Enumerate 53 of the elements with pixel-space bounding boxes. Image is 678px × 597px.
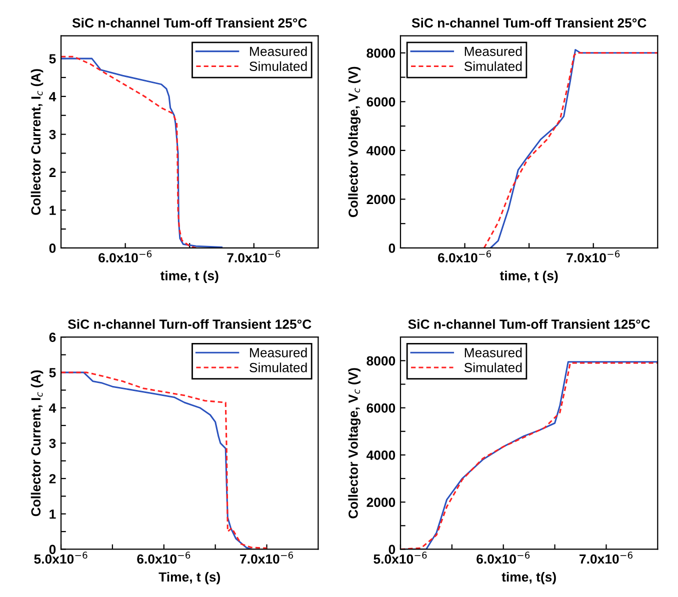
legend-label: Simulated [250, 362, 307, 372]
x-tick-label: 7.0x10$^{−6}$ [580, 552, 632, 564]
x-tick-label: 6.0x10$^{−6}$ [137, 552, 190, 564]
y-tick-label: 3 [49, 130, 56, 140]
x-axis-title: time, t (s) [160, 270, 218, 283]
x-tick-label: 6.0x10$^{−6}$ [476, 552, 530, 564]
legend-label: Simulated [464, 61, 522, 72]
y-tick-label: 4 [49, 404, 56, 413]
y-tick-label: 2 [49, 168, 56, 177]
y-tick-label: 6 [49, 332, 56, 342]
x-tick-label: 6.0x10$^{−6}$ [438, 250, 492, 262]
y-tick-label: 0 [49, 544, 56, 554]
y-axis-title: Collector Voltage, V$_{c}$ (V) [348, 368, 361, 518]
y-tick-label: 2 [49, 474, 56, 484]
legend-label: Measured [250, 46, 307, 56]
x-axis-title: Time, t (s) [158, 572, 220, 584]
y-tick-label: 6000 [366, 403, 396, 413]
x-tick-label: 7.0x10$^{−6}$ [566, 250, 620, 262]
x-tick-label: 7.0x10$^{−6}$ [240, 552, 294, 564]
x-tick-label: 7.0x10$^{−6}$ [227, 250, 280, 262]
y-axis-title: Collector Current, I$_{c}$ (A) [30, 69, 44, 215]
y-tick-label: 5 [49, 368, 56, 378]
y-tick-label: 5 [49, 54, 56, 64]
line-series [61, 56, 197, 248]
y-tick-label: 4000 [366, 450, 396, 460]
y-axis-title: Collector Current, I$_{c}$ (A) [30, 370, 44, 516]
legend-label: Measured [464, 46, 522, 56]
legend-label: Simulated [464, 362, 522, 372]
y-tick-label: 4000 [366, 146, 396, 156]
y-tick-label: 4 [49, 92, 56, 102]
y-tick-label: 2000 [366, 194, 396, 204]
y-tick-label: 0 [49, 244, 56, 253]
chart-title: SiC n-channel Tum-off Transient 25°C [72, 18, 307, 28]
y-tick-label: 1 [50, 206, 56, 215]
y-tick-label: 0 [388, 244, 396, 253]
line-series [61, 58, 223, 248]
chart-title: SiC n-channel Tum-off Transient 125°C [408, 319, 650, 329]
y-tick-label: 6000 [366, 97, 396, 107]
legend-label: Measured [464, 348, 522, 358]
legend-label: Measured [250, 348, 307, 358]
chart-title: SiC n-channel Turn-off Transient 125°C [68, 319, 312, 329]
y-tick-label: 1 [50, 510, 56, 519]
y-tick-label: 3 [49, 438, 56, 448]
legend-label: Simulated [250, 61, 307, 72]
x-axis-title: time, t (s) [500, 270, 558, 283]
chart-title: SiC n-channel Tum-off Transient 25°C [412, 18, 646, 28]
y-tick-label: 8000 [366, 48, 396, 58]
y-tick-label: 2000 [366, 498, 396, 508]
y-tick-label: 8000 [366, 356, 396, 366]
y-axis-title: Collector Voltage, V$_{c}$ (V) [348, 66, 361, 218]
x-axis-title: time, t(s) [502, 572, 556, 584]
x-tick-label: 6.0x10$^{−6}$ [98, 250, 152, 262]
y-tick-label: 0 [388, 544, 396, 554]
